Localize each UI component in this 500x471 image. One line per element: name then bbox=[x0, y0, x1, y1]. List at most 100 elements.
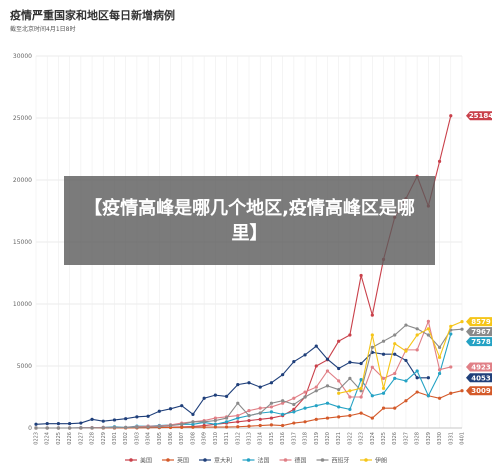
legend-swatch-dot bbox=[203, 458, 207, 462]
data-point bbox=[146, 414, 150, 418]
data-point bbox=[79, 421, 83, 425]
data-point bbox=[303, 420, 307, 424]
data-point bbox=[191, 422, 195, 426]
data-point bbox=[415, 333, 419, 337]
x-tick-label: 0330 bbox=[437, 432, 443, 445]
data-point bbox=[157, 409, 161, 413]
data-point bbox=[202, 396, 206, 400]
y-tick-label: 25000 bbox=[13, 115, 32, 122]
y-tick-label: 10000 bbox=[13, 301, 32, 308]
series-伊朗 bbox=[337, 320, 464, 395]
end-label-text: 7578 bbox=[471, 338, 491, 346]
data-point bbox=[281, 412, 285, 416]
data-point bbox=[258, 411, 262, 415]
legend-swatch-dot bbox=[320, 458, 325, 462]
x-tick-label: 0311 bbox=[224, 432, 230, 445]
y-tick-label: 15000 bbox=[13, 239, 32, 246]
data-point bbox=[337, 405, 341, 409]
data-point bbox=[337, 339, 341, 343]
data-point bbox=[180, 425, 184, 429]
data-point bbox=[281, 373, 285, 377]
y-tick-label: 5000 bbox=[17, 363, 32, 370]
data-point bbox=[381, 406, 386, 410]
x-tick-label: 0304 bbox=[146, 432, 152, 445]
data-point bbox=[247, 409, 251, 413]
legend-item: 德国 bbox=[279, 457, 307, 465]
series-line bbox=[36, 319, 451, 429]
x-tick-label: 0229 bbox=[101, 432, 107, 445]
legend-label: 英国 bbox=[177, 457, 189, 465]
data-point bbox=[449, 114, 453, 118]
data-point bbox=[381, 376, 386, 380]
data-point bbox=[258, 406, 262, 410]
data-point bbox=[292, 402, 296, 407]
data-point bbox=[404, 399, 408, 403]
chart-title: 疫情严重国家和地区每日新增病例 bbox=[10, 9, 175, 22]
legend-item: 法国 bbox=[242, 457, 270, 465]
end-label-badge bbox=[466, 327, 492, 337]
data-point bbox=[437, 355, 442, 359]
x-tick-label: 0325 bbox=[381, 432, 387, 445]
x-tick-label: 0324 bbox=[370, 432, 376, 445]
data-point bbox=[325, 369, 330, 373]
data-point bbox=[202, 420, 206, 424]
data-point bbox=[381, 352, 386, 356]
data-point bbox=[381, 339, 386, 343]
end-label-badge bbox=[466, 337, 492, 347]
data-point bbox=[449, 365, 453, 369]
data-point bbox=[236, 425, 240, 429]
data-point bbox=[281, 423, 285, 428]
legend-item: 西班牙 bbox=[316, 457, 350, 465]
data-point bbox=[213, 393, 217, 397]
x-tick-label: 0315 bbox=[269, 432, 275, 445]
data-point bbox=[393, 371, 397, 376]
data-point bbox=[247, 424, 251, 428]
data-point bbox=[415, 376, 419, 380]
x-tick-label: 0312 bbox=[235, 432, 241, 445]
end-label-text: 4923 bbox=[471, 363, 491, 371]
data-point bbox=[314, 389, 318, 393]
data-point bbox=[348, 395, 352, 399]
legend-label: 西班牙 bbox=[332, 457, 350, 465]
x-tick-label: 0303 bbox=[134, 432, 140, 445]
data-point bbox=[90, 426, 94, 430]
series-line bbox=[36, 115, 452, 429]
data-point bbox=[437, 345, 442, 349]
x-tick-label: 0317 bbox=[291, 432, 297, 445]
x-tick-label: 0227 bbox=[78, 432, 84, 445]
data-point bbox=[124, 425, 128, 430]
data-point bbox=[404, 379, 408, 383]
data-point bbox=[157, 425, 161, 429]
x-tick-label: 0321 bbox=[336, 432, 342, 445]
data-point bbox=[426, 319, 430, 323]
x-tick-label: 0223 bbox=[34, 432, 40, 445]
x-tick-label: 0225 bbox=[56, 432, 62, 445]
x-tick-label: 0316 bbox=[280, 432, 286, 445]
data-point bbox=[337, 366, 341, 371]
x-tick-label: 0328 bbox=[415, 432, 421, 445]
data-point bbox=[415, 390, 419, 394]
data-point bbox=[236, 416, 240, 420]
data-point bbox=[269, 410, 274, 414]
x-tick-label: 0327 bbox=[403, 432, 409, 445]
headline-overlay: 【疫情高峰是哪几个地区,疫情高峰区是哪里】 bbox=[64, 176, 435, 265]
end-label-text: 25184 bbox=[469, 112, 493, 120]
data-point bbox=[325, 384, 330, 388]
data-point bbox=[381, 391, 386, 395]
end-label-text: 3009 bbox=[471, 387, 491, 395]
series-line bbox=[35, 345, 429, 425]
data-point bbox=[437, 371, 442, 376]
x-tick-label: 0322 bbox=[347, 432, 353, 445]
data-point bbox=[393, 352, 397, 356]
x-tick-label: 0329 bbox=[426, 432, 432, 445]
legend-label: 法国 bbox=[258, 457, 270, 465]
x-tick-label: 0309 bbox=[202, 432, 208, 445]
data-point bbox=[460, 320, 464, 324]
series-line bbox=[36, 333, 452, 429]
data-point bbox=[314, 385, 318, 389]
data-point bbox=[359, 386, 363, 390]
data-point bbox=[224, 416, 229, 420]
x-tick-label: 0401 bbox=[460, 432, 466, 445]
data-point bbox=[415, 348, 419, 352]
data-point bbox=[292, 421, 296, 425]
